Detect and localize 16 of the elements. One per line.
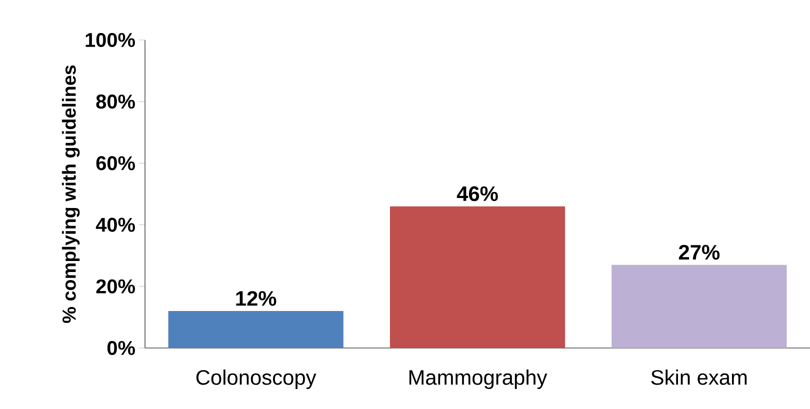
data-label: 46% (456, 186, 498, 202)
y-tick-label: 0% (107, 340, 135, 356)
y-tick-label: 80% (96, 94, 135, 109)
bar (390, 206, 566, 348)
data-label: 27% (678, 244, 720, 260)
y-tick-label: 100% (86, 32, 135, 48)
y-tick-label: 20% (96, 279, 135, 294)
y-tick-label: 40% (96, 218, 135, 232)
data-label: 12% (236, 291, 276, 306)
x-tick-label: Mammography (409, 370, 548, 390)
bar (168, 311, 344, 348)
y-axis-title: % complying with guidelines (62, 65, 80, 323)
bar (612, 264, 787, 348)
x-tick-label: Colonoscopy (196, 370, 316, 390)
x-tick-label: Skin exam (651, 370, 747, 385)
y-tick-label: 60% (96, 156, 135, 170)
